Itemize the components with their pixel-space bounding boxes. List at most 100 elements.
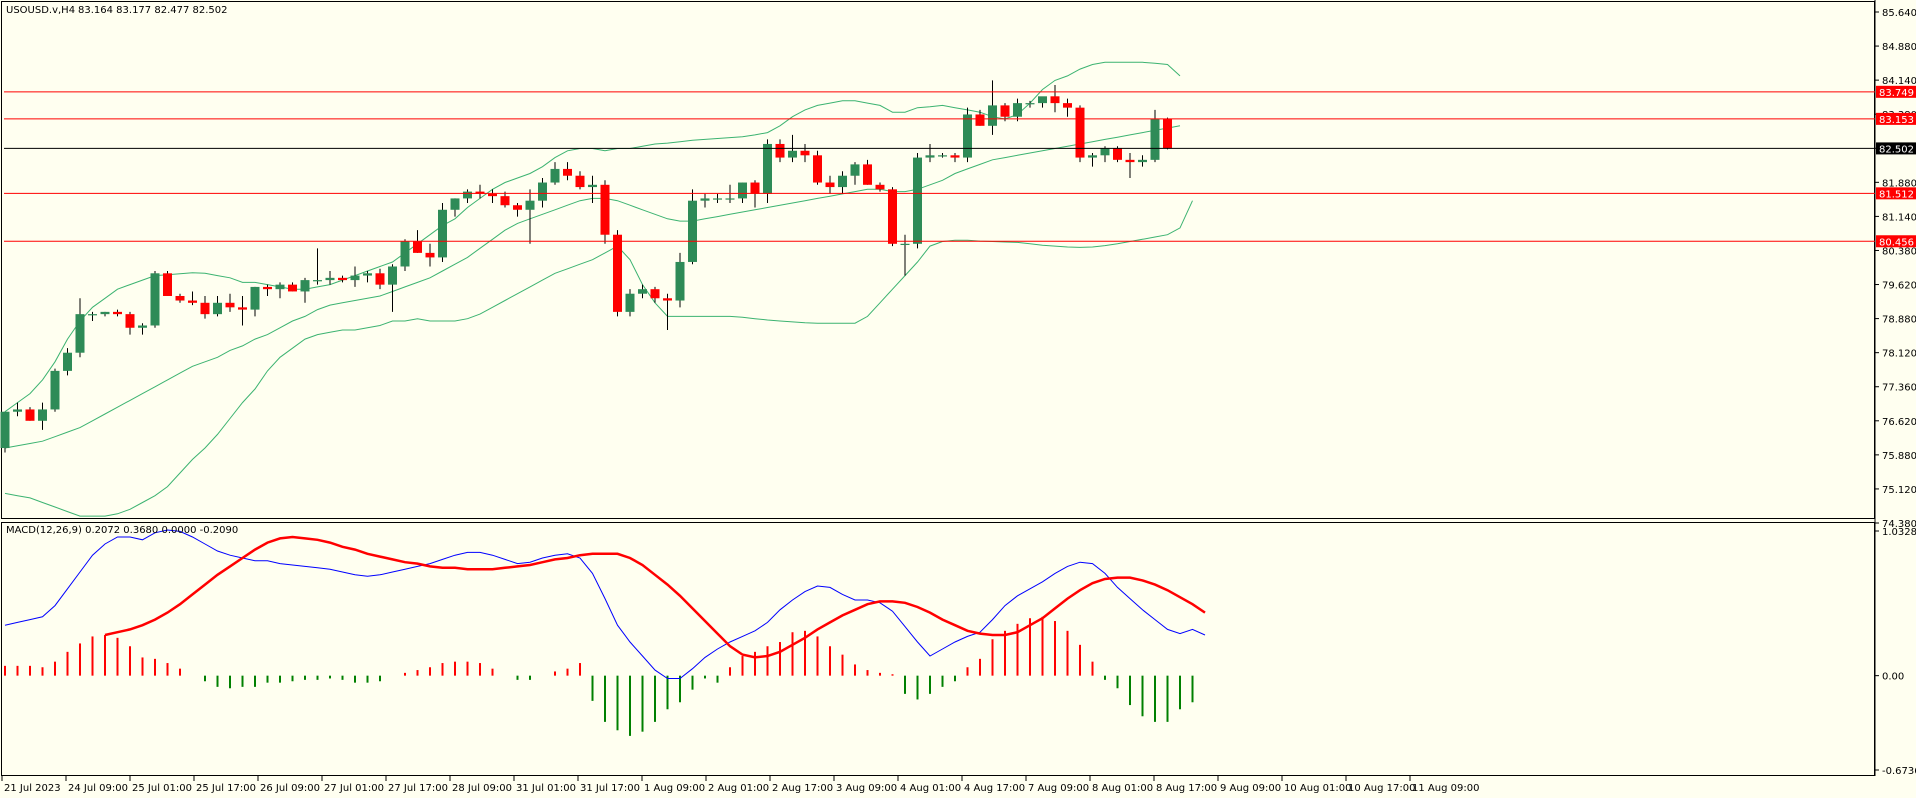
candle[interactable] xyxy=(925,143,935,163)
candle[interactable] xyxy=(913,153,922,249)
candle[interactable] xyxy=(1038,96,1047,108)
candle[interactable] xyxy=(325,271,335,285)
candle[interactable] xyxy=(588,175,597,203)
candle[interactable] xyxy=(1163,117,1172,150)
candle[interactable] xyxy=(75,298,85,358)
candle[interactable] xyxy=(775,139,785,163)
candle[interactable] xyxy=(125,311,135,335)
candle[interactable] xyxy=(113,309,122,317)
macd-header: MACD(12,26,9) 0.2072 0.3680 0.0000 -0.20… xyxy=(6,525,238,536)
candle[interactable] xyxy=(950,153,960,163)
candle[interactable] xyxy=(1013,98,1022,122)
candle[interactable] xyxy=(575,171,585,190)
candle[interactable] xyxy=(100,311,110,317)
candle[interactable] xyxy=(263,284,272,296)
candle[interactable] xyxy=(425,243,435,267)
candle[interactable] xyxy=(963,107,972,163)
candle[interactable] xyxy=(400,239,410,272)
candle[interactable] xyxy=(0,411,10,453)
candle[interactable] xyxy=(25,407,35,421)
level-price-tag xyxy=(1876,85,1916,98)
candle[interactable] xyxy=(175,293,185,303)
candle[interactable] xyxy=(13,402,22,417)
candle[interactable] xyxy=(550,162,560,185)
candle[interactable] xyxy=(300,277,310,303)
candle[interactable] xyxy=(638,284,647,299)
candle[interactable] xyxy=(388,264,397,312)
candle[interactable] xyxy=(1000,103,1010,122)
horizontal-levels[interactable]: 83.749 83.153 81.512 80.456 82.502 xyxy=(4,85,1916,248)
candle[interactable] xyxy=(63,348,72,376)
candle[interactable] xyxy=(450,198,460,217)
candle[interactable] xyxy=(288,282,297,292)
candle[interactable] xyxy=(625,289,635,317)
candle[interactable] xyxy=(825,175,835,194)
candle[interactable] xyxy=(188,291,197,306)
candle[interactable] xyxy=(1075,105,1085,163)
candle[interactable] xyxy=(225,293,235,312)
candle[interactable] xyxy=(438,202,447,262)
candle[interactable] xyxy=(1050,84,1060,113)
candle[interactable] xyxy=(563,162,572,181)
candle[interactable] xyxy=(1138,155,1147,167)
candle-body xyxy=(1100,148,1110,156)
candle[interactable] xyxy=(650,286,660,303)
candle-body xyxy=(475,191,485,194)
candle[interactable] xyxy=(213,295,222,317)
candle[interactable] xyxy=(938,153,947,158)
candle[interactable] xyxy=(38,402,47,430)
candle[interactable] xyxy=(888,187,897,247)
candle[interactable] xyxy=(525,189,535,244)
candle[interactable] xyxy=(1088,153,1097,167)
price-tick-label: 85.640 xyxy=(1882,8,1916,19)
candle[interactable] xyxy=(700,193,710,208)
candle[interactable] xyxy=(488,189,497,203)
candle[interactable] xyxy=(50,368,60,412)
candle[interactable] xyxy=(738,182,747,203)
candle[interactable] xyxy=(475,184,485,199)
candle-body xyxy=(338,277,347,281)
candle[interactable] xyxy=(988,80,997,135)
candle[interactable] xyxy=(338,275,347,283)
candle[interactable] xyxy=(500,191,510,208)
candle[interactable] xyxy=(613,230,622,317)
candle[interactable] xyxy=(713,193,722,203)
level-price-tag xyxy=(1876,112,1916,125)
candle[interactable] xyxy=(663,293,672,331)
candle[interactable] xyxy=(350,266,360,287)
candle[interactable] xyxy=(363,271,372,283)
candles[interactable] xyxy=(0,80,1173,453)
candle[interactable] xyxy=(1063,98,1072,117)
candle[interactable] xyxy=(763,139,772,203)
candle-body xyxy=(450,198,460,210)
candle[interactable] xyxy=(1025,100,1035,108)
candle[interactable] xyxy=(875,182,885,192)
candle[interactable] xyxy=(800,143,810,163)
candle[interactable] xyxy=(688,189,697,265)
candle[interactable] xyxy=(863,159,872,185)
candle[interactable] xyxy=(838,171,847,194)
candle[interactable] xyxy=(88,311,97,321)
candle[interactable] xyxy=(238,295,247,326)
candle[interactable] xyxy=(163,271,172,296)
time-tick-label: 4 Aug 01:00 xyxy=(900,783,961,794)
candle[interactable] xyxy=(813,150,822,185)
candle[interactable] xyxy=(1125,153,1135,178)
candle[interactable] xyxy=(150,271,160,328)
candle[interactable] xyxy=(275,282,285,299)
candle[interactable] xyxy=(138,323,147,335)
candle[interactable] xyxy=(313,248,322,285)
candle[interactable] xyxy=(750,180,760,208)
candle[interactable] xyxy=(250,286,260,317)
candle[interactable] xyxy=(675,252,685,308)
candle[interactable] xyxy=(600,180,610,244)
candle[interactable] xyxy=(200,295,210,319)
candle[interactable] xyxy=(375,268,385,290)
candle[interactable] xyxy=(463,189,472,203)
candle[interactable] xyxy=(975,109,985,126)
candle[interactable] xyxy=(850,162,860,185)
candle[interactable] xyxy=(725,184,735,203)
candle[interactable] xyxy=(538,177,547,208)
candle[interactable] xyxy=(513,202,522,217)
